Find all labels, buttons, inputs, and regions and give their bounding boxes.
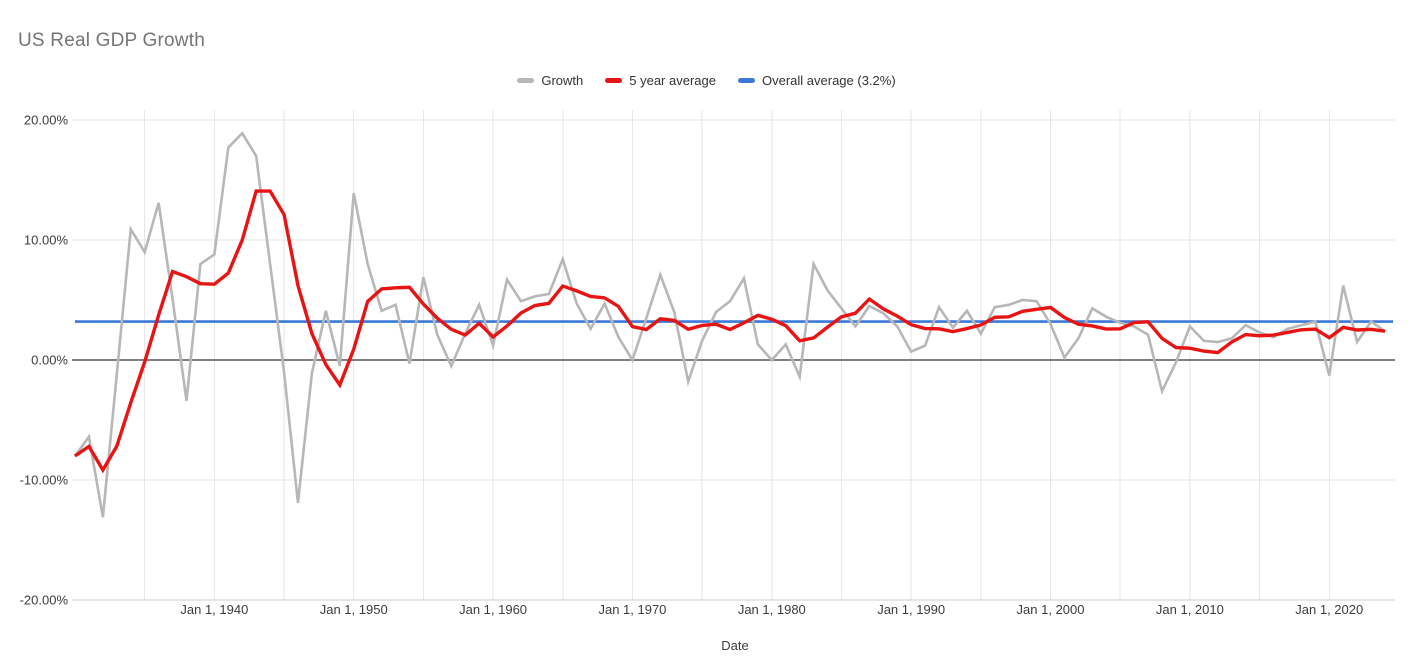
x-tick-label: Jan 1, 2020 <box>1295 602 1363 617</box>
growth-series-swatch <box>517 78 535 83</box>
y-tick-label: 0.00% <box>31 353 68 368</box>
growth-line <box>73 131 1386 518</box>
x-tick-label: Jan 1, 2000 <box>1017 602 1085 617</box>
x-tick-label: Jan 1, 2010 <box>1156 602 1224 617</box>
y-tick-label: 20.00% <box>24 113 69 128</box>
y-gridlines <box>72 119 1395 601</box>
legend-label-overall-average: Overall average (3.2%) <box>761 73 896 88</box>
x-gridlines <box>144 110 1330 600</box>
five-year-average-line <box>74 189 1386 474</box>
x-tick-label: Jan 1, 1990 <box>877 602 945 617</box>
chart-title: US Real GDP Growth <box>18 30 205 51</box>
y-tick-label: -20.00% <box>20 593 69 608</box>
legend-label-growth: Growth <box>541 73 584 88</box>
overall-average-series-swatch <box>737 78 755 83</box>
legend-item-growth: Growth <box>517 73 583 88</box>
x-tick-label: Jan 1, 1960 <box>459 602 527 617</box>
x-axis-title: Date <box>721 638 748 653</box>
x-tick-label: Jan 1, 1940 <box>180 602 248 617</box>
x-tick-labels: Jan 1, 1940 Jan 1, 1950 Jan 1, 1960 Jan 1, … <box>180 602 1363 617</box>
legend-item-five-year-average: 5 year average <box>605 73 716 88</box>
chart-legend: Growth 5 year average Overall average (3… <box>0 73 1413 88</box>
x-tick-label: Jan 1, 1980 <box>738 602 806 617</box>
y-tick-labels: 20.00% 10.00% 0.00% -10.00% -20.00% <box>20 113 69 608</box>
legend-label-five-year-average: 5 year average <box>629 73 716 88</box>
y-tick-label: -10.00% <box>20 473 69 488</box>
x-tick-label: Jan 1, 1970 <box>598 602 666 617</box>
legend-item-overall-average: Overall average (3.2%) <box>737 73 896 88</box>
x-axis-title: Date <box>721 638 748 653</box>
y-tick-label: 10.00% <box>24 233 69 248</box>
x-tick-label: Jan 1, 1950 <box>320 602 388 617</box>
five-year-average-series-swatch <box>605 78 623 83</box>
